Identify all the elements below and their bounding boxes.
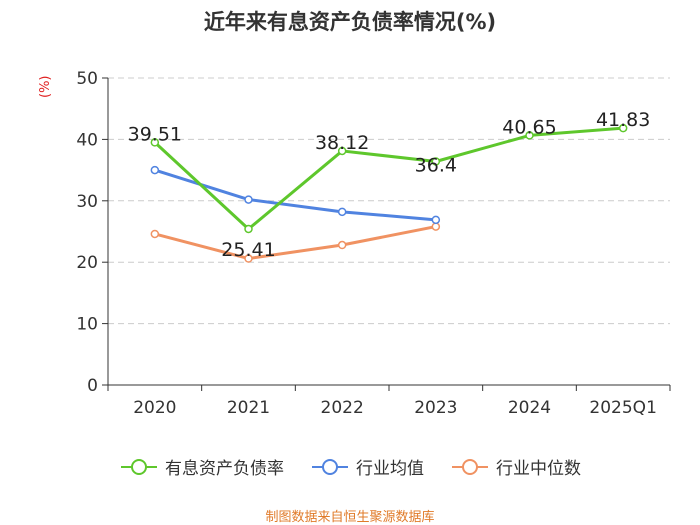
y-tick-label: 30 <box>76 192 98 212</box>
y-tick-label: 0 <box>87 376 98 396</box>
x-tick-label: 2024 <box>508 398 551 418</box>
x-tick-label: 2025Q1 <box>589 398 656 418</box>
data-point <box>337 146 347 156</box>
data-label: 40.65 <box>502 116 556 138</box>
legend-item-industry-average[interactable]: 行业均值 <box>310 454 424 479</box>
data-label: 39.51 <box>128 123 182 145</box>
data-point <box>244 195 253 204</box>
data-label: 38.12 <box>315 132 369 154</box>
legend-label: 有息资产负债率 <box>165 459 284 479</box>
series-line-2 <box>154 225 437 261</box>
y-tick-label: 10 <box>76 315 98 335</box>
data-point <box>244 224 253 234</box>
y-tick-label: 40 <box>76 130 98 150</box>
legend-label: 行业均值 <box>356 459 424 479</box>
x-tick-label: 2023 <box>414 398 457 418</box>
data-point <box>431 215 441 225</box>
series-line-1 <box>154 168 436 222</box>
legend-label: 行业中位数 <box>496 459 581 479</box>
legend-item-industry-median[interactable]: 行业中位数 <box>450 454 581 479</box>
series-line-0 <box>153 126 624 231</box>
y-tick-label: 20 <box>76 253 98 273</box>
data-label: 41.83 <box>596 109 650 131</box>
chart-legend: 有息资产负债率 行业均值 行业中位数 <box>0 454 700 479</box>
x-tick-label: 2021 <box>227 398 270 418</box>
data-label: 36.4 <box>415 155 457 177</box>
data-point <box>150 229 160 239</box>
data-point <box>525 131 534 140</box>
data-label: 25.41 <box>221 239 275 261</box>
data-point <box>337 240 347 250</box>
data-source-note: 制图数据来自恒生聚源数据库 <box>265 510 435 525</box>
data-point <box>618 123 628 133</box>
x-tick-label: 2020 <box>133 398 176 418</box>
data-point <box>431 157 441 166</box>
legend-marker-green-icon <box>121 458 157 475</box>
y-tick-label: 50 <box>76 69 98 89</box>
x-tick-label: 2022 <box>321 398 364 418</box>
data-point <box>244 254 253 263</box>
data-point <box>431 222 441 231</box>
data-point <box>150 165 160 175</box>
chart-title: 近年来有息资产负债率情况(%) <box>203 10 497 34</box>
data-point <box>150 138 160 147</box>
legend-marker-orange-icon <box>452 458 488 475</box>
legend-marker-blue-icon <box>312 458 348 475</box>
data-point <box>337 207 347 217</box>
legend-item-interest-debt-ratio[interactable]: 有息资产负债率 <box>119 454 284 479</box>
